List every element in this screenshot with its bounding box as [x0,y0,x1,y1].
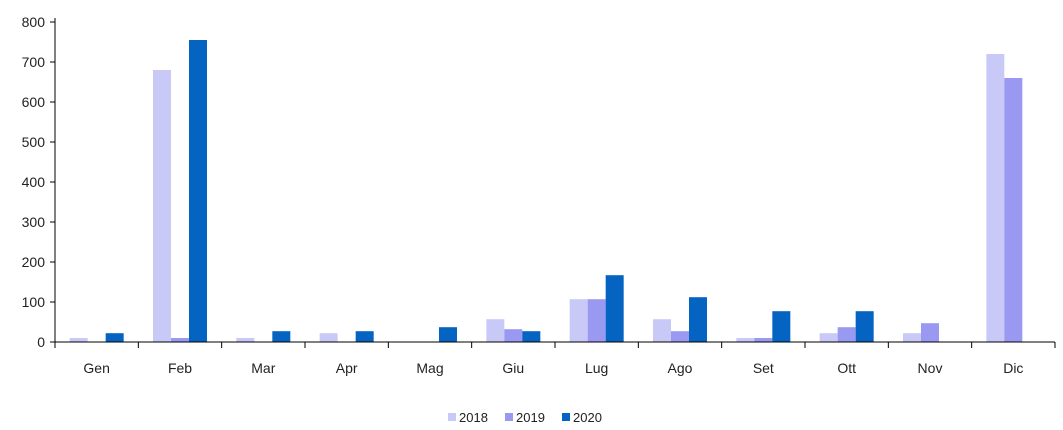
bars-group [69,40,1023,342]
bar-2020-Ott [855,311,874,342]
bar-2018-Lug [569,299,588,342]
bar-2020-Giu [522,331,541,342]
bar-2020-Ago [689,297,707,342]
bar-2019-Ott [837,327,856,342]
bar-2018-Set [736,338,755,342]
bar-2019-Lug [587,299,606,342]
legend: 2018 2019 2020 [448,410,602,425]
bar-2019-Dic [1004,78,1023,342]
bar-2018-Nov [903,333,921,342]
x-tick-label: Nov [918,360,943,376]
bar-2019-Ago [671,331,689,342]
bar-2019-Giu [504,329,523,342]
bar-2018-Ott [819,333,838,342]
axes-group [50,18,1056,348]
bar-2020-Set [772,311,791,342]
x-tick-label: Apr [336,360,358,376]
bar-2018-Giu [486,319,505,342]
legend-label-2020: 2020 [573,410,602,425]
x-tick-label: Gen [83,360,109,376]
legend-label-2019: 2019 [516,410,545,425]
bar-2018-Mar [236,338,255,342]
y-tick-label: 300 [22,214,46,230]
bar-2018-Feb [153,70,171,342]
x-tick-label: Mag [416,360,443,376]
y-tick-label: 500 [22,134,46,150]
y-tick-label: 600 [22,94,46,110]
x-tick-label: Giu [502,360,524,376]
y-tick-label: 100 [22,294,46,310]
y-tick-label: 0 [37,334,45,350]
bar-2020-Gen [105,333,124,342]
bar-2018-Ago [653,319,671,342]
bar-2018-Gen [69,338,88,342]
legend-swatch-2018 [448,413,456,421]
bar-2020-Apr [355,331,374,342]
y-tick-label: 200 [22,254,46,270]
bar-2019-Nov [921,323,939,342]
bar-2019-Set [754,338,773,342]
legend-label-2018: 2018 [459,410,488,425]
bar-2020-Feb [189,40,207,342]
x-tick-label: Dic [1003,360,1023,376]
y-tick-label: 400 [22,174,46,190]
bar-2019-Feb [171,338,189,342]
legend-swatch-2020 [562,413,570,421]
legend-swatch-2019 [505,413,513,421]
bar-2018-Dic [986,54,1005,342]
y-tick-label: 800 [22,14,46,30]
x-tick-label: Lug [585,360,608,376]
x-tick-label: Ago [668,360,693,376]
y-tick-label: 700 [22,54,46,70]
bar-2020-Mag [439,327,457,342]
x-tick-label: Ott [837,360,856,376]
bar-2020-Lug [605,275,624,342]
bar-2020-Mar [272,331,291,342]
x-tick-label: Set [753,360,774,376]
tick-labels-group: 0 100 200 300 400 500 600 700 800 Gen Feb Mar Apr Mag… [22,14,1024,376]
bar-2018-Apr [319,333,338,342]
x-tick-label: Mar [251,360,275,376]
x-tick-label: Feb [168,360,192,376]
